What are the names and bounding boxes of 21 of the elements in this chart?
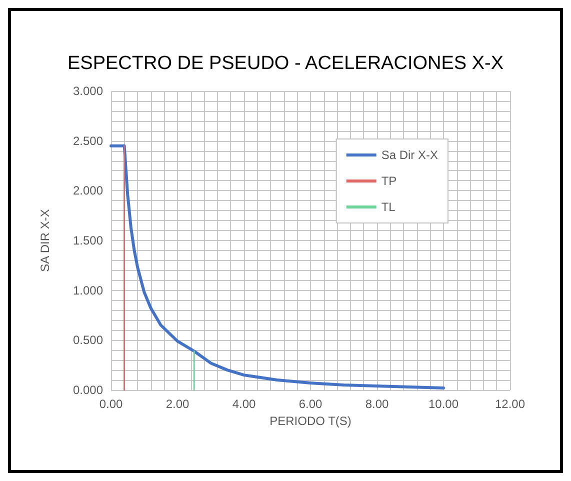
x-axis-title: PERIODO T(S) — [270, 414, 352, 428]
y-tick-label: 2.500 — [72, 134, 104, 148]
y-tick-label: 1.500 — [72, 234, 104, 248]
y-tick-label: 2.000 — [72, 184, 104, 198]
chart-title: ESPECTRO DE PSEUDO - ACELERACIONES X-X — [67, 53, 504, 74]
x-tick-label: 10.00 — [428, 397, 459, 411]
x-tick-label: 4.00 — [232, 397, 256, 411]
x-tick-label: 8.00 — [365, 397, 389, 411]
y-axis-title: SA DIR X-X — [38, 209, 52, 272]
x-tick-label: 2.00 — [166, 397, 190, 411]
y-tick-label: 3.000 — [72, 84, 104, 98]
y-tick-label: 0.000 — [72, 383, 104, 397]
line-series — [110, 144, 445, 390]
legend-label: Sa Dir X-X — [381, 148, 438, 162]
x-tick-label: 6.00 — [298, 397, 322, 411]
y-tick-label: 0.500 — [72, 333, 104, 348]
legend-label: TP — [381, 174, 397, 188]
x-tick-label: 0.00 — [99, 397, 123, 411]
legend-label: TL — [381, 200, 396, 214]
y-tick-label: 1.000 — [72, 283, 104, 298]
x-tick-label: 12.00 — [494, 397, 526, 411]
